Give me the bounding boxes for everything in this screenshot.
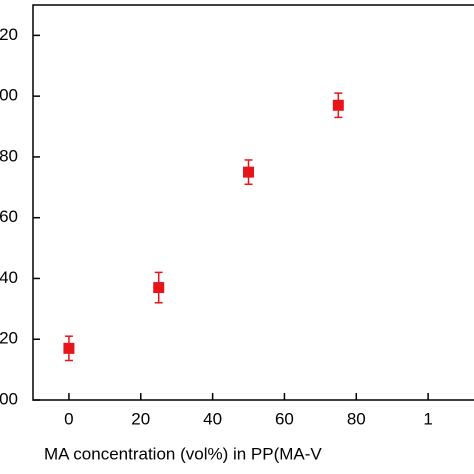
point	[63, 342, 75, 354]
point	[153, 282, 165, 294]
x-tick-label: 60	[275, 409, 294, 428]
point	[243, 166, 255, 178]
x-tick-label: 1	[423, 409, 432, 428]
y-tick-label: 80	[0, 146, 18, 165]
y-tick-label: 20	[0, 329, 18, 348]
y-tick-label: 60	[0, 207, 18, 226]
x-tick-label: 0	[64, 409, 73, 428]
x-tick-label: 20	[131, 409, 150, 428]
x-tick-label: 80	[347, 409, 366, 428]
point	[332, 99, 344, 111]
x-tick-label: 40	[203, 409, 222, 428]
y-tick-label: 40	[0, 268, 18, 287]
plot-frame	[32, 4, 474, 401]
y-tick-label: 20	[0, 25, 18, 44]
x-axis-label: MA concentration (vol%) in PP(MA-V	[44, 444, 322, 463]
y-tick-label: 00	[0, 389, 18, 408]
y-tick-label: 00	[0, 86, 18, 105]
